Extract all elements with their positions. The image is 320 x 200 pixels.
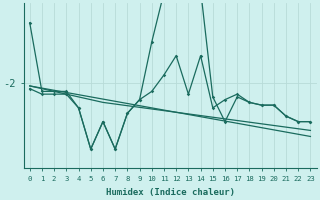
- X-axis label: Humidex (Indice chaleur): Humidex (Indice chaleur): [106, 188, 235, 197]
